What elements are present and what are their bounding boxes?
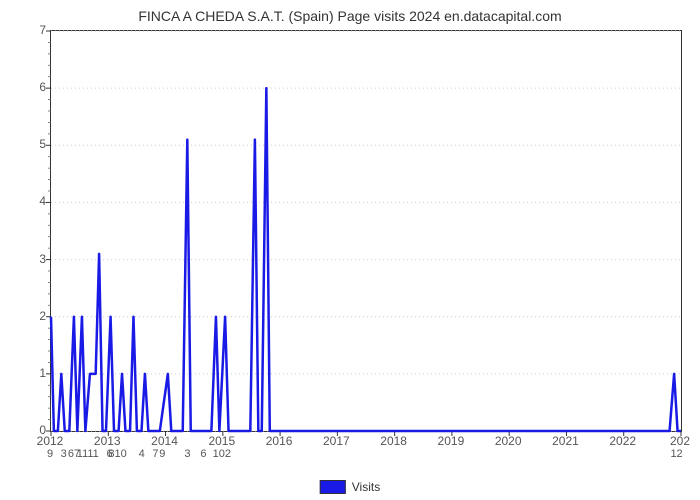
data-value-label: 3 [61,448,67,460]
data-value-label: 6 [200,448,206,460]
legend: Visits [320,480,380,494]
x-tick-label: 2013 [94,434,121,448]
x-tick-label: 2020 [495,434,522,448]
x-tick-label: 202 [670,434,690,448]
legend-swatch [320,480,346,494]
y-tick-label: 6 [39,80,46,94]
data-value-label: 102 [213,448,231,460]
x-tick-label: 2014 [151,434,178,448]
y-tick-label: 4 [39,194,46,208]
x-tick-label: 2012 [37,434,64,448]
data-value-label: 4 [139,448,145,460]
legend-label: Visits [352,480,380,494]
y-tick-label: 7 [39,23,46,37]
data-value-label: 12 [670,448,682,460]
x-tick-label: 2022 [609,434,636,448]
x-tick-label: 2021 [552,434,579,448]
data-value-label: 9 [47,448,53,460]
data-value-label: 7 [152,448,158,460]
x-tick-label: 2015 [208,434,235,448]
y-tick-label: 1 [39,366,46,380]
data-value-label: 3 [184,448,190,460]
data-value-label: 810 [108,448,126,460]
x-tick-label: 2019 [438,434,465,448]
x-tick-label: 2017 [323,434,350,448]
data-value-label: 9 [159,448,165,460]
plot-area [50,30,682,432]
data-value-label: 1111 [77,448,99,460]
x-tick-label: 2018 [380,434,407,448]
visits-line-chart: FINCA A CHEDA S.A.T. (Spain) Page visits… [0,0,700,500]
y-tick-label: 2 [39,309,46,323]
chart-title: FINCA A CHEDA S.A.T. (Spain) Page visits… [0,0,700,24]
x-tick-label: 2016 [266,434,293,448]
y-tick-label: 5 [39,137,46,151]
chart-svg [51,31,681,431]
y-tick-label: 3 [39,252,46,266]
